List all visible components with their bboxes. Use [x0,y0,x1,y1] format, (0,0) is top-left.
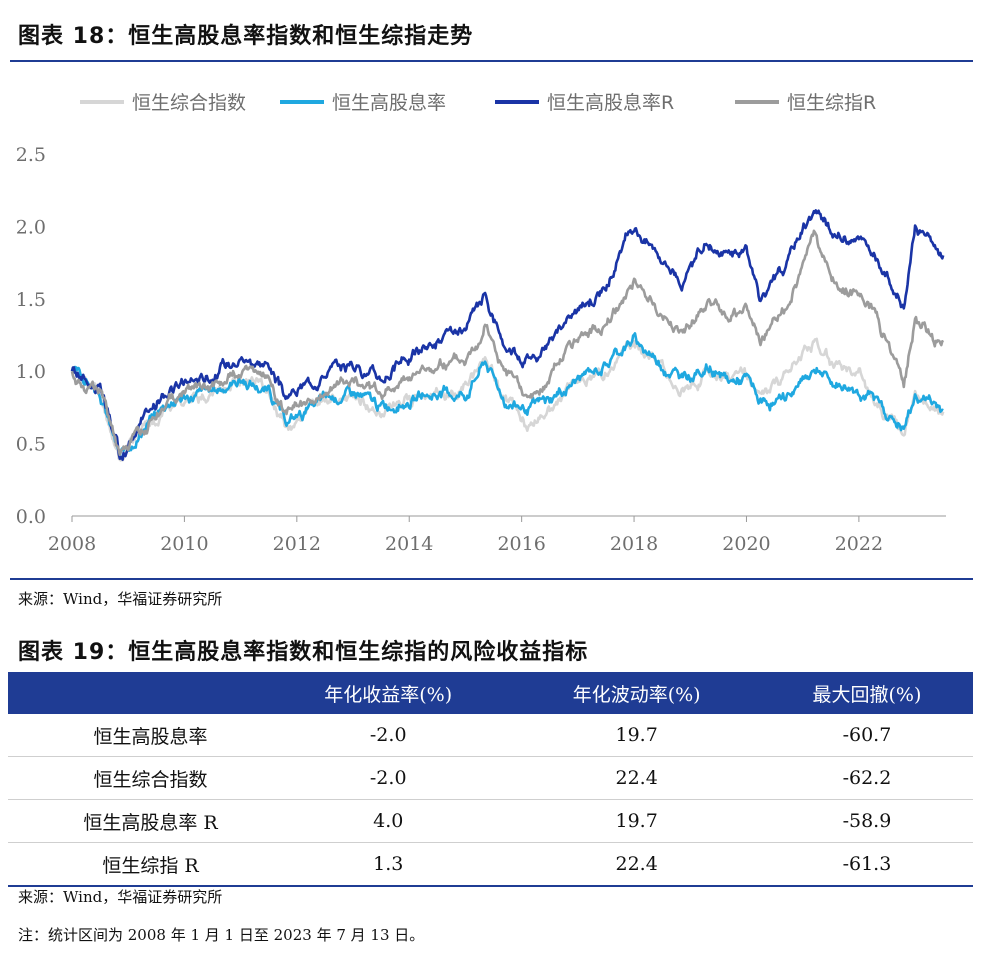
table-header-row: 年化收益率(%) 年化波动率(%) 最大回撤(%) [8,672,973,714]
chart-legend: 恒生综合指数 恒生高股息率 恒生高股息率R 恒生综指R [80,92,876,114]
header-empty [8,672,264,714]
x-tick-label: 2014 [385,533,433,555]
x-tick-label: 2012 [273,533,321,555]
line-chart: 恒生综合指数 恒生高股息率 恒生高股息率R 恒生综指R 0.0 0.5 1.0 1.5 2.0… [16,92,946,555]
y-tick-label: 0.5 [16,434,46,456]
series-line-3 [70,209,945,461]
cell-annual-return: -2.0 [369,767,407,789]
series-line-1 [70,337,945,462]
x-tick-label: 2008 [48,533,96,555]
y-tick-label: 1.0 [16,361,46,383]
cell-max-drawdown: -62.2 [842,767,892,789]
table-row: 恒生综指 R 1.3 22.4 -61.3 [8,843,973,886]
table-row: 恒生高股息率 R 4.0 19.7 -58.9 [8,800,973,843]
cell-annual-volatility: 19.7 [615,810,658,832]
y-tick-label: 1.5 [16,289,46,311]
cell-annual-volatility: 22.4 [615,767,658,789]
cell-annual-return: -2.0 [369,724,407,746]
header-annual-return: 年化收益率(%) [324,683,453,706]
figure-18-source: 来源：Wind，华福证券研究所 [18,590,223,608]
row-name: 恒生高股息率 [93,725,208,748]
row-name: 恒生综指 R [102,854,199,877]
cell-annual-return: 1.3 [373,853,404,875]
x-tick-label: 2010 [160,533,208,555]
risk-return-table: 年化收益率(%) 年化波动率(%) 最大回撤(%) 恒生高股息率 -2.0 19… [8,672,973,887]
legend-label: 恒生高股息率 [332,92,446,114]
chart-axes: 0.0 0.5 1.0 1.5 2.0 2.5 2008 2010 2012 2014 2016 20… [16,144,946,555]
cell-max-drawdown: -58.9 [842,810,892,832]
x-tick-label: 2020 [722,533,770,555]
figure-19-note: 注：统计区间为 2008 年 1 月 1 日至 2023 年 7 月 13 日。 [18,926,425,944]
figure-18-title: 图表 18：恒生高股息率指数和恒生综指走势 [18,24,474,49]
x-tick-label: 2018 [610,533,658,555]
x-tick-label: 2016 [497,533,545,555]
table-row: 恒生高股息率 -2.0 19.7 -60.7 [8,714,973,757]
cell-annual-volatility: 19.7 [615,724,658,746]
cell-annual-return: 4.0 [373,810,404,832]
header-max-drawdown: 最大回撤(%) [812,683,922,706]
y-tick-label: 2.5 [16,144,46,166]
series-line-4 [70,229,945,457]
figure-19-title: 图表 19：恒生高股息率指数和恒生综指的风险收益指标 [18,640,589,665]
y-tick-label: 0.0 [16,506,46,528]
chart-lines [70,209,945,462]
figure-19-source: 来源：Wind，华福证券研究所 [18,888,223,906]
legend-label: 恒生综合指数 [132,92,246,114]
row-name: 恒生综合指数 [93,768,208,791]
cell-max-drawdown: -60.7 [842,724,892,746]
header-annual-volatility: 年化波动率(%) [572,683,701,706]
cell-max-drawdown: -61.3 [842,853,892,875]
y-tick-label: 2.0 [16,216,46,238]
cell-annual-volatility: 22.4 [615,853,658,875]
x-tick-label: 2022 [835,533,883,555]
chart-bottom-rule [10,578,973,580]
series-line-2 [71,332,944,458]
legend-label: 恒生综指R [787,92,876,114]
legend-label: 恒生高股息率R [547,92,674,114]
row-name: 恒生高股息率 R [83,811,218,834]
title-rule [10,60,973,62]
table-row: 恒生综合指数 -2.0 22.4 -62.2 [8,757,973,800]
